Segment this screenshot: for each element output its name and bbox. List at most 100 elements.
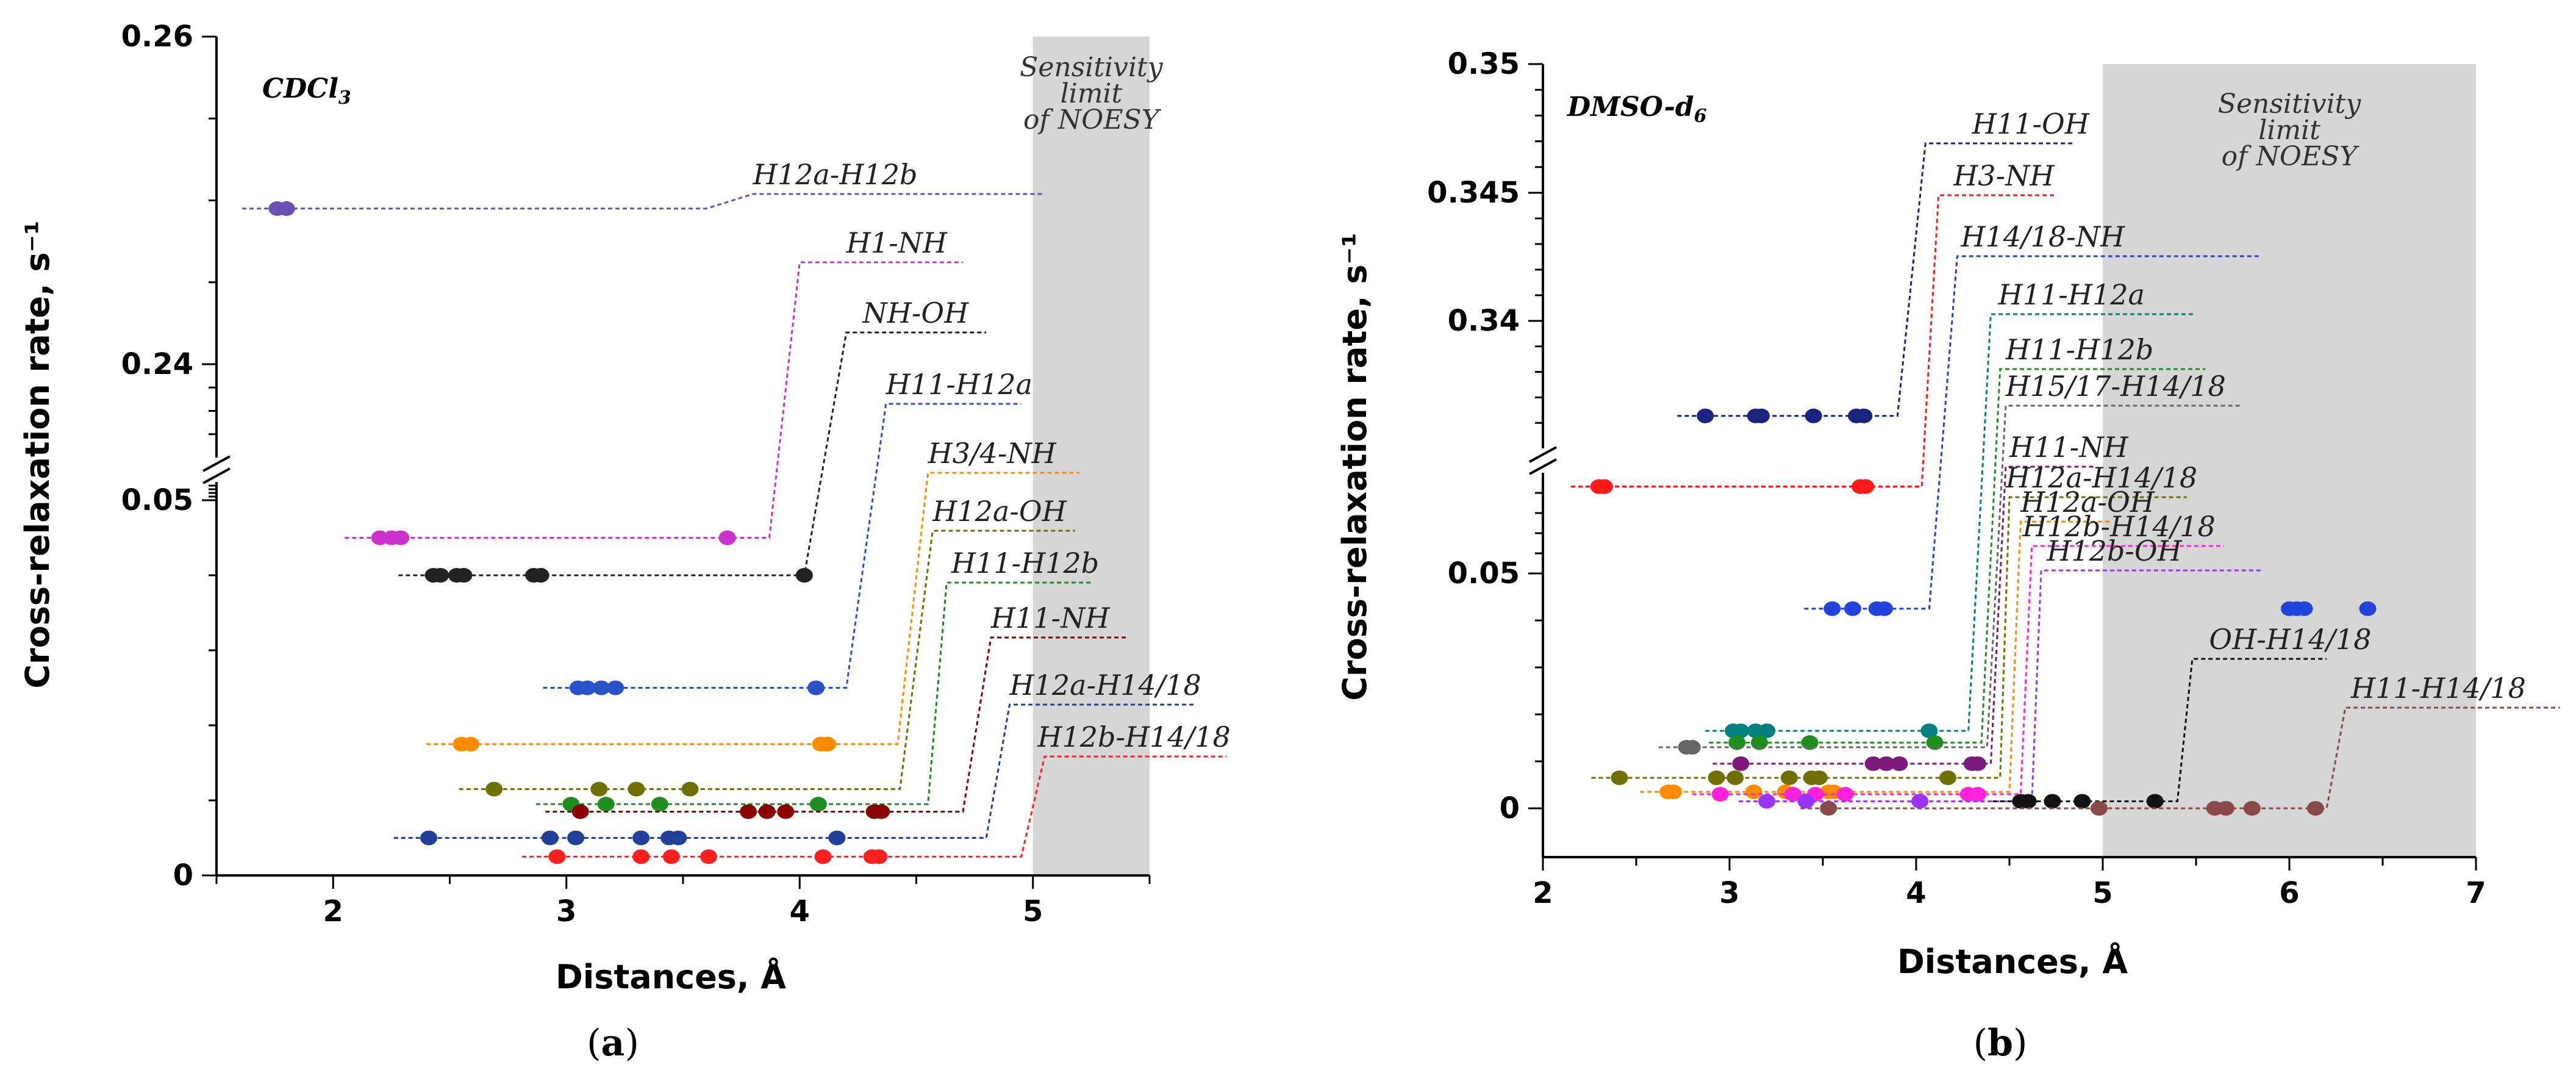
x-tick-label: 2: [1533, 876, 1553, 910]
data-point: [628, 781, 645, 797]
solvent-label-b: DMSO-d6: [1566, 92, 1707, 127]
series-label: NH-OH: [862, 296, 970, 329]
series-step-line: [522, 755, 1227, 858]
data-point: [1745, 785, 1762, 800]
series-step-line: [426, 472, 1080, 745]
data-point: [2019, 794, 2037, 809]
data-point: [1726, 770, 1744, 785]
series-step-line: [398, 331, 987, 577]
solvent-label-a: CDCl3: [262, 73, 351, 109]
data-point: [814, 849, 832, 864]
series-label: H12a-H14/18: [2005, 461, 2197, 494]
caption-open: (: [587, 1022, 601, 1065]
data-point: [1823, 601, 1841, 616]
caption-letter: a: [601, 1022, 625, 1065]
data-point: [571, 804, 589, 819]
caption-close: ): [2013, 1022, 2027, 1065]
data-point: [1810, 770, 1828, 785]
data-point: [670, 830, 687, 846]
data-point: [2146, 794, 2164, 809]
data-point: [740, 804, 757, 819]
data-point: [1875, 601, 1893, 616]
series-label: H12a-H12b: [753, 158, 918, 191]
data-point: [1836, 786, 1854, 802]
data-point: [593, 680, 610, 695]
solvent-base: CDCl: [262, 73, 338, 104]
data-point: [1728, 735, 1746, 750]
data-point: [2306, 801, 2324, 816]
data-point: [828, 830, 846, 846]
series-label: H12b-H14/18: [2022, 510, 2215, 543]
x-tick-label: 4: [1906, 876, 1926, 910]
data-point: [371, 530, 388, 545]
data-point: [807, 680, 825, 695]
x-tick-label: 3: [1719, 876, 1739, 910]
data-point: [1911, 794, 1929, 809]
data-point: [607, 680, 624, 695]
data-point: [590, 781, 608, 797]
x-tick-label: 6: [2279, 876, 2299, 910]
series-step-line: [1992, 658, 2327, 802]
data-point: [420, 830, 438, 846]
series-label: H12a-OH: [932, 495, 1067, 528]
data-point: [455, 568, 473, 583]
series-label: H12a-OH: [2020, 486, 2155, 519]
series-step-line: [1712, 465, 2094, 765]
series-step-line: [1804, 255, 2262, 610]
y-tick-label: 0.24: [121, 347, 193, 381]
x-tick-label: 3: [556, 894, 576, 929]
axes-a: 2 3 4 5 0 0.05 0.24 0.26: [121, 20, 1151, 929]
data-point: [2217, 801, 2234, 816]
data-point: [567, 830, 585, 846]
data-point: [651, 797, 668, 812]
axis-break-mark: [202, 467, 231, 484]
series-label: H3/4-NH: [928, 437, 1057, 470]
y-tick-label: 0.26: [121, 20, 193, 54]
sensitivity-limit-line: limit: [2258, 115, 2320, 146]
series-label: H11-NH: [990, 602, 1110, 634]
axis-break-mark: [1529, 446, 1557, 463]
data-point: [2090, 801, 2108, 816]
data-point: [2359, 601, 2377, 616]
series-label: OH-H14/18: [2209, 623, 2371, 656]
sensitivity-limit-line: limit: [1061, 78, 1123, 109]
solvent-base: DMSO-d: [1566, 92, 1694, 123]
x-tick-label: 7: [2466, 876, 2486, 910]
data-point: [1697, 408, 1714, 423]
x-tick-label: 5: [2092, 876, 2113, 910]
series-step-line: [1677, 142, 2075, 417]
panel-a: Sensitivity limit of NOESY H12a-H12b H1-N…: [18, 20, 1231, 1065]
sensitivity-limit-line: of NOESY: [1023, 104, 1162, 135]
panel-caption-a: (a): [587, 1022, 639, 1065]
series-label: H12b-H14/18: [1037, 720, 1230, 753]
x-tick-label: 5: [1023, 894, 1043, 929]
data-point: [2295, 601, 2313, 616]
data-point: [1939, 770, 1957, 785]
axis-break-mark: [202, 455, 231, 472]
caption-letter: b: [1987, 1022, 2013, 1065]
data-point: [873, 804, 890, 819]
series-layer-b: H11-OH H3-NH H14/18-NH H11-H12a H11-H12b H15/…: [1570, 107, 2560, 816]
data-point: [632, 849, 650, 864]
series-step-line: [393, 703, 1197, 839]
sensitivity-limit-shade-a: [1032, 37, 1150, 875]
series-label: H11-H12a: [886, 368, 1032, 401]
data-point: [432, 568, 449, 583]
data-point: [579, 680, 596, 695]
data-point: [1711, 786, 1729, 802]
y-tick-label: 0: [173, 858, 193, 893]
y-tick-label: 0.05: [1448, 556, 1520, 591]
data-point: [1857, 479, 1875, 494]
data-point: [1758, 794, 1776, 809]
data-point: [2044, 794, 2061, 809]
data-point: [548, 849, 566, 864]
data-point: [1969, 786, 1986, 802]
data-point: [1780, 770, 1798, 785]
series-label: H11-H12b: [951, 547, 1099, 580]
data-point: [1595, 479, 1613, 494]
x-axis-title-a: Distances, Å: [556, 958, 786, 996]
data-point: [870, 849, 888, 864]
sensitivity-limit-line: of NOESY: [2222, 141, 2360, 172]
y-tick-label: 0.05: [121, 483, 193, 517]
